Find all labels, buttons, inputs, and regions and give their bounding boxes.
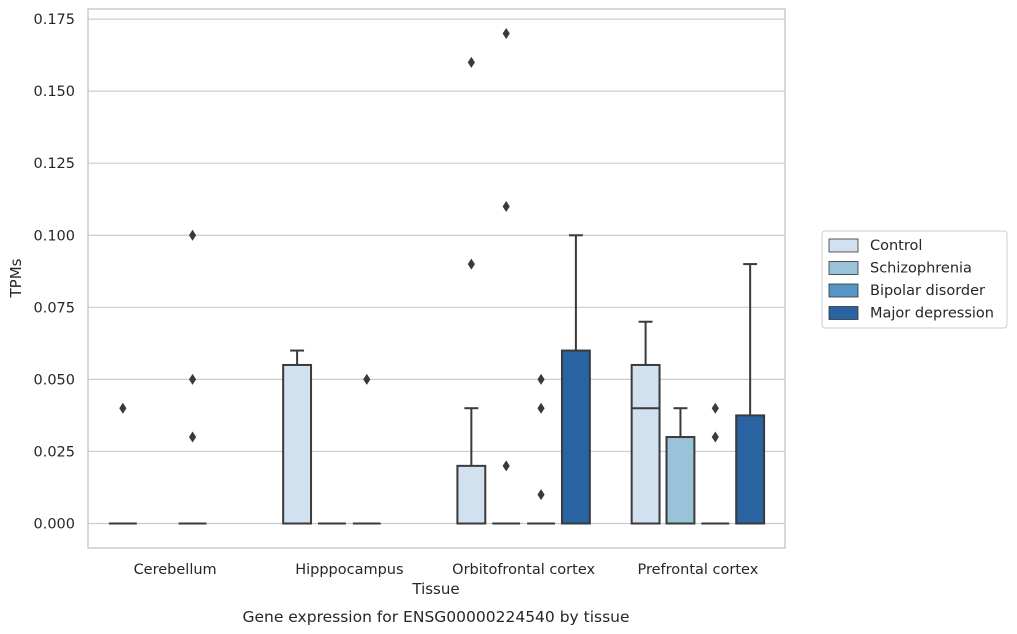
box-bipolar-disorder <box>701 402 730 525</box>
y-tick-label: 0.175 <box>33 12 75 28</box>
legend: Control Schizophrenia Bipolar disorder Majo… <box>821 230 1008 329</box>
box-major-depression <box>735 263 766 525</box>
legend-swatch <box>828 238 859 253</box>
outlier-point <box>537 373 545 385</box>
x-tick-label: Hipppocampus <box>295 562 403 578</box>
box-control <box>108 402 137 525</box>
legend-item: Control <box>828 238 922 254</box>
y-tick-labels: 0.000 0.025 0.050 0.075 0.100 0.125 0.150 0.175 <box>33 12 75 532</box>
box-body <box>665 436 696 525</box>
legend-item: Bipolar disorder <box>828 283 985 299</box>
outlier-point <box>188 229 197 241</box>
box-body <box>282 363 313 525</box>
legend-item: Major depression <box>828 306 994 322</box>
outlier-point <box>188 431 197 443</box>
outlier-point <box>119 402 127 414</box>
plot-area-frame <box>87 8 786 549</box>
legend-swatch <box>828 283 859 298</box>
y-tick-label: 0.050 <box>33 372 75 388</box>
outlier-point <box>711 431 719 443</box>
box-body <box>735 414 766 525</box>
box-bipolar-disorder <box>527 373 555 525</box>
grid-lines <box>88 18 785 525</box>
legend-label: Schizophrenia <box>870 261 972 277</box>
box-body <box>456 464 487 525</box>
y-tick-label: 0.025 <box>33 444 75 460</box>
x-tick-label: Cerebellum <box>134 562 217 578</box>
legend-swatch <box>828 306 859 320</box>
chart-title: Gene expression for ENSG00000224540 by t… <box>242 608 629 626</box>
box-major-depression <box>560 234 591 525</box>
outlier-point <box>188 373 197 385</box>
legend-label: Major depression <box>870 306 994 322</box>
x-axis-label: Tissue <box>411 580 459 598</box>
legend-item: Schizophrenia <box>828 261 972 277</box>
box-body <box>560 349 591 525</box>
outlier-point <box>467 56 475 68</box>
legend-swatch <box>828 261 859 275</box>
outlier-point <box>502 28 510 39</box>
box-control <box>456 56 487 525</box>
legend-label: Bipolar disorder <box>870 283 985 299</box>
box-control <box>630 320 661 525</box>
x-tick-label: Prefrontal cortex <box>637 562 758 578</box>
box-bipolar-disorder <box>178 229 207 525</box>
y-tick-label: 0.150 <box>33 84 75 100</box>
outlier-point <box>711 402 719 414</box>
boxes-layer <box>108 28 766 525</box>
x-tick-label: Orbitofrontal cortex <box>452 562 595 578</box>
outlier-point <box>363 373 371 385</box>
box-schizophrenia <box>492 28 521 525</box>
y-tick-label: 0.000 <box>33 517 75 533</box>
x-tick-labels: Cerebellum Hipppocampus Orbitofrontal cort… <box>134 562 759 578</box>
legend-frame <box>821 230 1008 329</box>
legend-label: Control <box>870 238 922 254</box>
box-schizophrenia <box>665 407 696 525</box>
y-tick-label: 0.075 <box>33 300 75 316</box>
outlier-point <box>502 200 510 212</box>
outlier-point <box>502 460 510 472</box>
outlier-point <box>537 489 545 501</box>
outlier-point <box>467 258 475 270</box>
box-control <box>282 349 313 525</box>
outlier-point <box>537 402 545 414</box>
box-body <box>630 363 661 525</box>
y-tick-label: 0.125 <box>33 156 75 172</box>
box-bipolar-disorder <box>352 373 381 525</box>
y-tick-label: 0.100 <box>33 228 75 244</box>
y-axis-label: TPMs <box>7 258 25 298</box>
